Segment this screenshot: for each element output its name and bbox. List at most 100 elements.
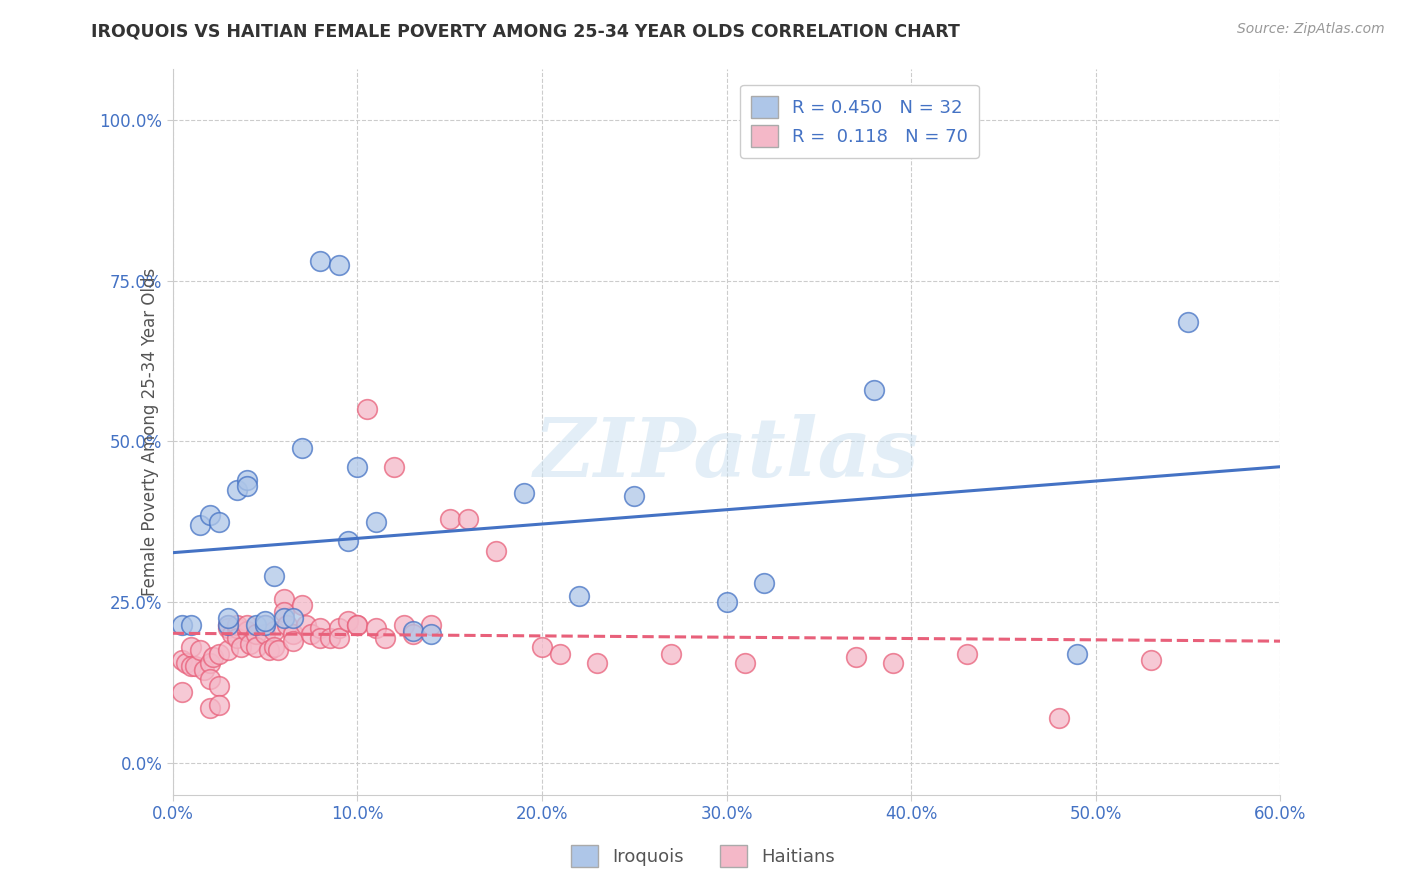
Point xyxy=(1140,653,1163,667)
Point xyxy=(217,617,239,632)
Point xyxy=(1177,316,1199,330)
Point xyxy=(193,663,215,677)
Point xyxy=(346,617,368,632)
Legend: Iroquois, Haitians: Iroquois, Haitians xyxy=(564,838,842,874)
Point xyxy=(716,595,738,609)
Point xyxy=(273,611,295,625)
Point xyxy=(328,631,350,645)
Point xyxy=(318,631,340,645)
Point xyxy=(294,617,316,632)
Point xyxy=(356,402,378,417)
Point xyxy=(190,518,212,533)
Point xyxy=(276,617,298,632)
Point xyxy=(1047,711,1070,725)
Point xyxy=(208,647,231,661)
Point xyxy=(208,515,231,529)
Point xyxy=(328,621,350,635)
Point xyxy=(568,589,591,603)
Point xyxy=(439,511,461,525)
Point xyxy=(530,640,553,655)
Point xyxy=(221,627,243,641)
Point xyxy=(752,575,775,590)
Point xyxy=(364,621,387,635)
Point xyxy=(392,617,415,632)
Point xyxy=(198,673,221,687)
Point xyxy=(337,615,360,629)
Point xyxy=(309,621,332,635)
Point xyxy=(208,679,231,693)
Point xyxy=(235,479,257,493)
Point xyxy=(180,617,202,632)
Point xyxy=(457,511,479,525)
Point xyxy=(382,460,405,475)
Point xyxy=(229,640,252,655)
Point xyxy=(263,640,285,655)
Point xyxy=(402,624,425,639)
Text: Source: ZipAtlas.com: Source: ZipAtlas.com xyxy=(1237,22,1385,37)
Point xyxy=(863,383,886,397)
Point xyxy=(512,486,534,500)
Point xyxy=(420,627,443,641)
Point xyxy=(202,649,225,664)
Point xyxy=(263,624,285,639)
Point xyxy=(226,483,249,497)
Point xyxy=(291,441,314,455)
Point xyxy=(364,515,387,529)
Point xyxy=(170,617,193,632)
Point xyxy=(586,657,609,671)
Point xyxy=(198,701,221,715)
Point xyxy=(226,631,249,645)
Point xyxy=(309,631,332,645)
Point xyxy=(180,640,202,655)
Point xyxy=(170,653,193,667)
Y-axis label: Female Poverty Among 25-34 Year Olds: Female Poverty Among 25-34 Year Olds xyxy=(141,268,159,596)
Point xyxy=(245,627,267,641)
Text: ZIPatlas: ZIPatlas xyxy=(534,414,920,493)
Point xyxy=(184,659,207,673)
Point xyxy=(217,617,239,632)
Point xyxy=(217,621,239,635)
Point xyxy=(281,627,304,641)
Point xyxy=(267,643,290,657)
Point xyxy=(955,647,977,661)
Point xyxy=(254,627,277,641)
Point xyxy=(281,633,304,648)
Point xyxy=(235,473,257,487)
Point xyxy=(402,627,425,641)
Point xyxy=(208,698,231,712)
Point xyxy=(420,617,443,632)
Point xyxy=(235,624,257,639)
Point xyxy=(190,643,212,657)
Point xyxy=(328,258,350,272)
Point xyxy=(374,631,396,645)
Point xyxy=(734,657,756,671)
Point xyxy=(226,617,249,632)
Point xyxy=(263,569,285,583)
Point xyxy=(1066,647,1088,661)
Point xyxy=(659,647,682,661)
Point xyxy=(180,659,202,673)
Point xyxy=(217,643,239,657)
Point xyxy=(239,637,262,651)
Point xyxy=(226,621,249,635)
Point xyxy=(346,460,368,475)
Text: IROQUOIS VS HAITIAN FEMALE POVERTY AMONG 25-34 YEAR OLDS CORRELATION CHART: IROQUOIS VS HAITIAN FEMALE POVERTY AMONG… xyxy=(91,22,960,40)
Point xyxy=(254,617,277,632)
Point xyxy=(198,508,221,523)
Point xyxy=(623,489,645,503)
Point xyxy=(882,657,904,671)
Point xyxy=(170,685,193,699)
Point xyxy=(550,647,572,661)
Point xyxy=(291,599,314,613)
Point xyxy=(245,640,267,655)
Point xyxy=(257,643,280,657)
Point xyxy=(254,617,277,632)
Point xyxy=(845,649,868,664)
Point xyxy=(281,611,304,625)
Point xyxy=(309,254,332,268)
Point xyxy=(254,615,277,629)
Point xyxy=(273,591,295,606)
Point xyxy=(198,657,221,671)
Point xyxy=(299,627,322,641)
Point xyxy=(174,657,197,671)
